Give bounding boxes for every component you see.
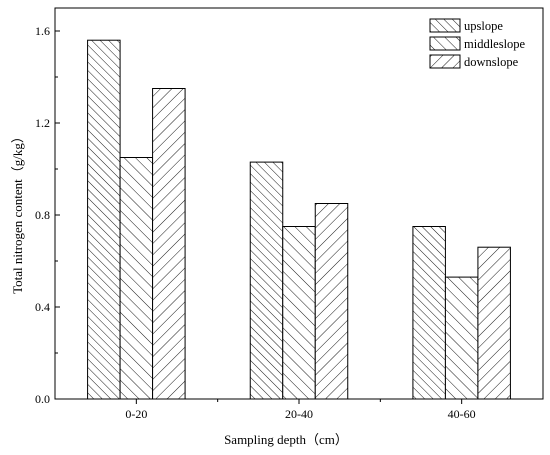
legend: upslope middleslope downslope xyxy=(429,18,526,69)
bar-upslope-40-60 xyxy=(412,226,446,400)
legend-label-downslope: downslope xyxy=(464,55,519,69)
x-tick-label: 20-40 xyxy=(285,407,313,421)
legend-swatch-downslope xyxy=(429,54,461,69)
bar-downslope-20-40 xyxy=(314,203,349,400)
legend-label-upslope: upslope xyxy=(464,19,503,33)
y-tick-label: 0.0 xyxy=(35,392,50,406)
legend-swatch-upslope xyxy=(429,18,461,33)
y-axis: 0.0 0.4 0.8 1.2 1.6 xyxy=(35,24,60,406)
x-tick-label: 40-60 xyxy=(448,407,476,421)
y-axis-title: Total nitrogen content（g/kg） xyxy=(10,130,25,294)
bars-group xyxy=(87,39,511,400)
bar-upslope-20-40 xyxy=(249,161,284,400)
x-axis: 0-20 20-40 40-60 xyxy=(125,399,476,421)
bar-middleslope-40-60 xyxy=(444,276,479,400)
bar-downslope-0-20 xyxy=(152,88,186,400)
bar-middleslope-0-20 xyxy=(119,157,154,400)
legend-label-middleslope: middleslope xyxy=(464,37,526,51)
x-axis-title: Sampling depth（cm） xyxy=(224,432,348,447)
bar-downslope-40-60 xyxy=(477,246,511,400)
legend-swatch-middleslope xyxy=(429,36,461,51)
y-tick-label: 0.8 xyxy=(35,208,50,222)
y-tick-label: 1.2 xyxy=(35,116,50,130)
y-tick-label: 0.4 xyxy=(35,300,50,314)
bar-upslope-0-20 xyxy=(87,39,121,400)
bar-middleslope-20-40 xyxy=(282,226,316,400)
x-tick-label: 0-20 xyxy=(125,407,147,421)
y-tick-label: 1.6 xyxy=(35,24,50,38)
